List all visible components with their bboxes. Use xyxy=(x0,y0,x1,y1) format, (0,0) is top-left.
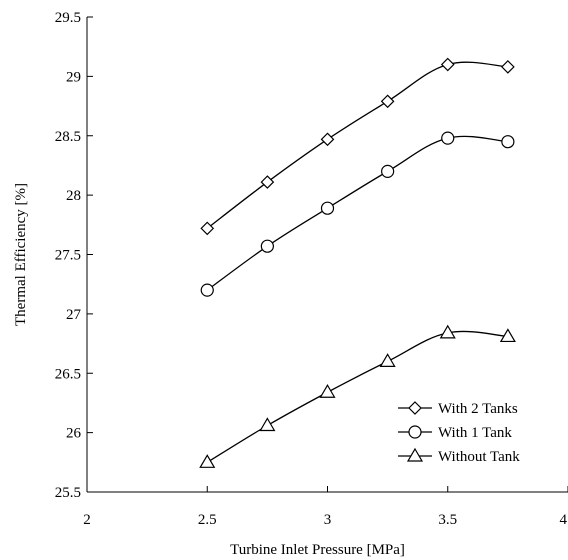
x-tick-label: 2 xyxy=(83,512,91,528)
y-tick-label: 29.5 xyxy=(55,10,81,26)
data-point xyxy=(501,135,515,149)
y-tick-label: 28 xyxy=(66,188,81,204)
y-tick-label: 25.5 xyxy=(55,485,81,501)
y-tick-label: 26 xyxy=(66,426,82,442)
legend-item: Without Tank xyxy=(398,447,520,465)
series-diamond xyxy=(200,57,515,236)
legend-marker xyxy=(408,401,422,415)
y-tick-label: 28.5 xyxy=(55,129,81,145)
legend-marker xyxy=(406,447,424,462)
y-tick-label: 27.5 xyxy=(55,248,81,264)
legend-marker xyxy=(408,425,422,439)
legend-item: With 2 Tanks xyxy=(398,401,518,417)
legend-label: With 2 Tanks xyxy=(438,401,518,417)
series-circle xyxy=(200,131,515,297)
legend: With 2 Tanks With 1 Tank Without Tank xyxy=(398,401,520,465)
data-point xyxy=(320,201,335,215)
data-point xyxy=(200,221,215,236)
series-line xyxy=(206,330,508,463)
data-point xyxy=(440,57,455,72)
data-point xyxy=(320,132,335,147)
y-tick-label: 26.5 xyxy=(55,366,81,382)
data-point xyxy=(259,417,276,432)
x-tick-label: 3 xyxy=(324,512,332,528)
data-point xyxy=(379,353,396,367)
x-tick-label: 3.5 xyxy=(438,512,457,528)
data-point xyxy=(439,324,456,339)
data-point xyxy=(200,283,214,297)
data-point xyxy=(319,384,336,398)
x-axis-title: Turbine Inlet Pressure [MPa] xyxy=(230,542,405,558)
series-layer xyxy=(199,57,516,468)
x-tick-label: 2.5 xyxy=(198,512,217,528)
legend-item: With 1 Tank xyxy=(398,425,512,441)
data-point xyxy=(441,131,455,145)
data-point xyxy=(501,60,515,74)
series-line xyxy=(206,61,508,229)
series-triangle xyxy=(199,324,516,468)
y-axis-title: Thermal Efficiency [%] xyxy=(13,183,29,326)
y-tick-label: 27 xyxy=(66,307,82,323)
data-point xyxy=(380,94,395,109)
series-line xyxy=(206,135,508,291)
data-point xyxy=(260,175,275,189)
legend-label: Without Tank xyxy=(438,449,520,465)
data-point xyxy=(499,328,516,343)
x-tick-label: 4 xyxy=(560,512,568,528)
y-tick-label: 29 xyxy=(66,69,81,85)
data-point xyxy=(381,164,395,178)
legend-label: With 1 Tank xyxy=(438,425,512,441)
data-point xyxy=(260,239,274,253)
axes: 25.5 26 26.5 27 27.5 28 28.5 29 29.5 2 2.5 3 3.5 4 xyxy=(55,10,568,528)
data-point xyxy=(199,454,216,468)
